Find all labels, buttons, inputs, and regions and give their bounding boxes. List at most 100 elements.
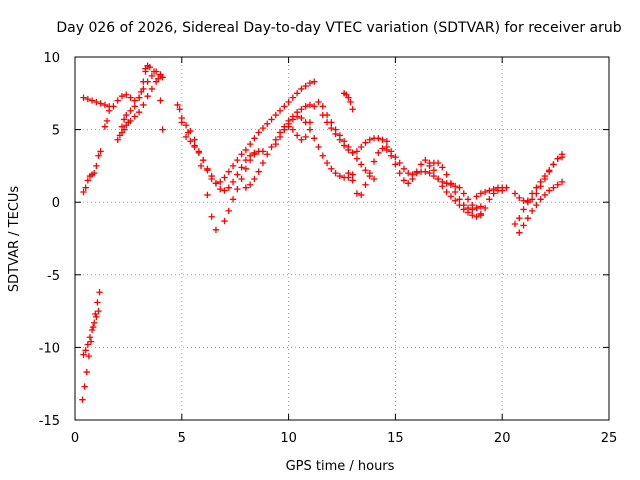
data-point xyxy=(452,188,459,196)
data-point xyxy=(293,90,301,97)
data-point xyxy=(439,164,446,171)
data-point xyxy=(323,119,331,126)
data-point xyxy=(545,168,553,175)
data-point xyxy=(345,94,352,101)
data-point xyxy=(387,148,395,155)
data-point xyxy=(379,145,386,152)
data-point xyxy=(131,113,139,120)
data-marks xyxy=(79,62,566,403)
data-point xyxy=(375,135,382,142)
data-point xyxy=(131,97,139,104)
data-point xyxy=(80,94,87,101)
data-point xyxy=(84,177,92,184)
data-point xyxy=(118,93,126,100)
data-point xyxy=(528,207,536,215)
data-point xyxy=(174,101,181,109)
y-tick-label: 10 xyxy=(43,51,60,66)
data-point xyxy=(251,135,258,142)
data-point xyxy=(336,136,344,143)
data-point xyxy=(516,229,523,236)
series-track-16 xyxy=(319,111,391,157)
data-point xyxy=(217,178,224,186)
data-point xyxy=(127,107,134,114)
data-point xyxy=(460,190,467,197)
data-point xyxy=(144,93,151,100)
data-point xyxy=(306,79,314,87)
data-point xyxy=(83,368,90,376)
data-point xyxy=(430,167,438,174)
data-point xyxy=(511,220,519,228)
data-point xyxy=(259,159,267,167)
data-point xyxy=(131,103,139,110)
data-point xyxy=(405,169,412,177)
data-point xyxy=(422,156,429,164)
y-tick-label: -10 xyxy=(39,341,60,356)
data-point xyxy=(383,143,391,151)
data-point xyxy=(89,323,97,331)
data-point xyxy=(86,334,94,341)
data-point xyxy=(276,107,284,114)
series-track-22 xyxy=(473,184,506,200)
data-point xyxy=(298,85,305,93)
series-track-7 xyxy=(118,72,166,136)
data-point xyxy=(93,98,100,106)
series-track-8 xyxy=(142,63,166,133)
data-point xyxy=(516,214,523,222)
data-point xyxy=(96,289,103,296)
data-point xyxy=(242,165,250,173)
data-point xyxy=(302,133,309,141)
data-point xyxy=(221,217,228,225)
x-tick-labels: 0 5 10 15 20 25 xyxy=(71,431,617,446)
data-point xyxy=(366,136,373,143)
data-point xyxy=(306,126,314,133)
data-point xyxy=(362,167,369,174)
data-point xyxy=(246,156,254,164)
data-point xyxy=(426,162,433,170)
series-track-6 xyxy=(114,68,164,143)
data-point xyxy=(511,190,519,197)
series-track-14 xyxy=(272,113,356,181)
data-point xyxy=(456,184,463,191)
axis-ticks xyxy=(74,56,610,421)
data-point xyxy=(182,122,190,129)
data-point xyxy=(234,185,241,193)
data-point xyxy=(259,148,267,155)
data-point xyxy=(405,180,412,187)
data-point xyxy=(84,95,92,103)
data-point xyxy=(537,183,544,190)
data-point xyxy=(486,196,493,203)
data-point xyxy=(234,156,241,164)
series-track-11 xyxy=(182,133,267,194)
data-point xyxy=(520,222,527,229)
data-point xyxy=(336,172,344,180)
data-point xyxy=(434,175,442,183)
data-point xyxy=(533,184,540,191)
data-point xyxy=(298,136,305,143)
data-point xyxy=(481,204,489,212)
series-track-23 xyxy=(511,153,566,228)
data-point xyxy=(82,347,89,354)
data-point xyxy=(238,151,245,158)
data-point xyxy=(105,107,113,114)
data-point xyxy=(353,190,361,197)
data-point xyxy=(528,196,536,203)
data-point xyxy=(84,341,92,348)
data-point xyxy=(155,75,162,82)
data-point xyxy=(323,159,331,167)
data-point xyxy=(234,171,241,178)
data-point xyxy=(481,188,489,196)
series-track-19 xyxy=(383,143,485,212)
data-point xyxy=(400,165,408,173)
data-point xyxy=(349,149,356,157)
data-point xyxy=(370,158,378,165)
data-point xyxy=(80,188,87,196)
data-point xyxy=(328,165,335,173)
data-point xyxy=(370,175,378,183)
data-point xyxy=(533,201,540,209)
y-tick-label: -15 xyxy=(39,414,60,429)
series-track-10 xyxy=(178,119,220,233)
data-point xyxy=(114,136,121,143)
data-point xyxy=(413,169,420,177)
data-point xyxy=(520,197,527,204)
